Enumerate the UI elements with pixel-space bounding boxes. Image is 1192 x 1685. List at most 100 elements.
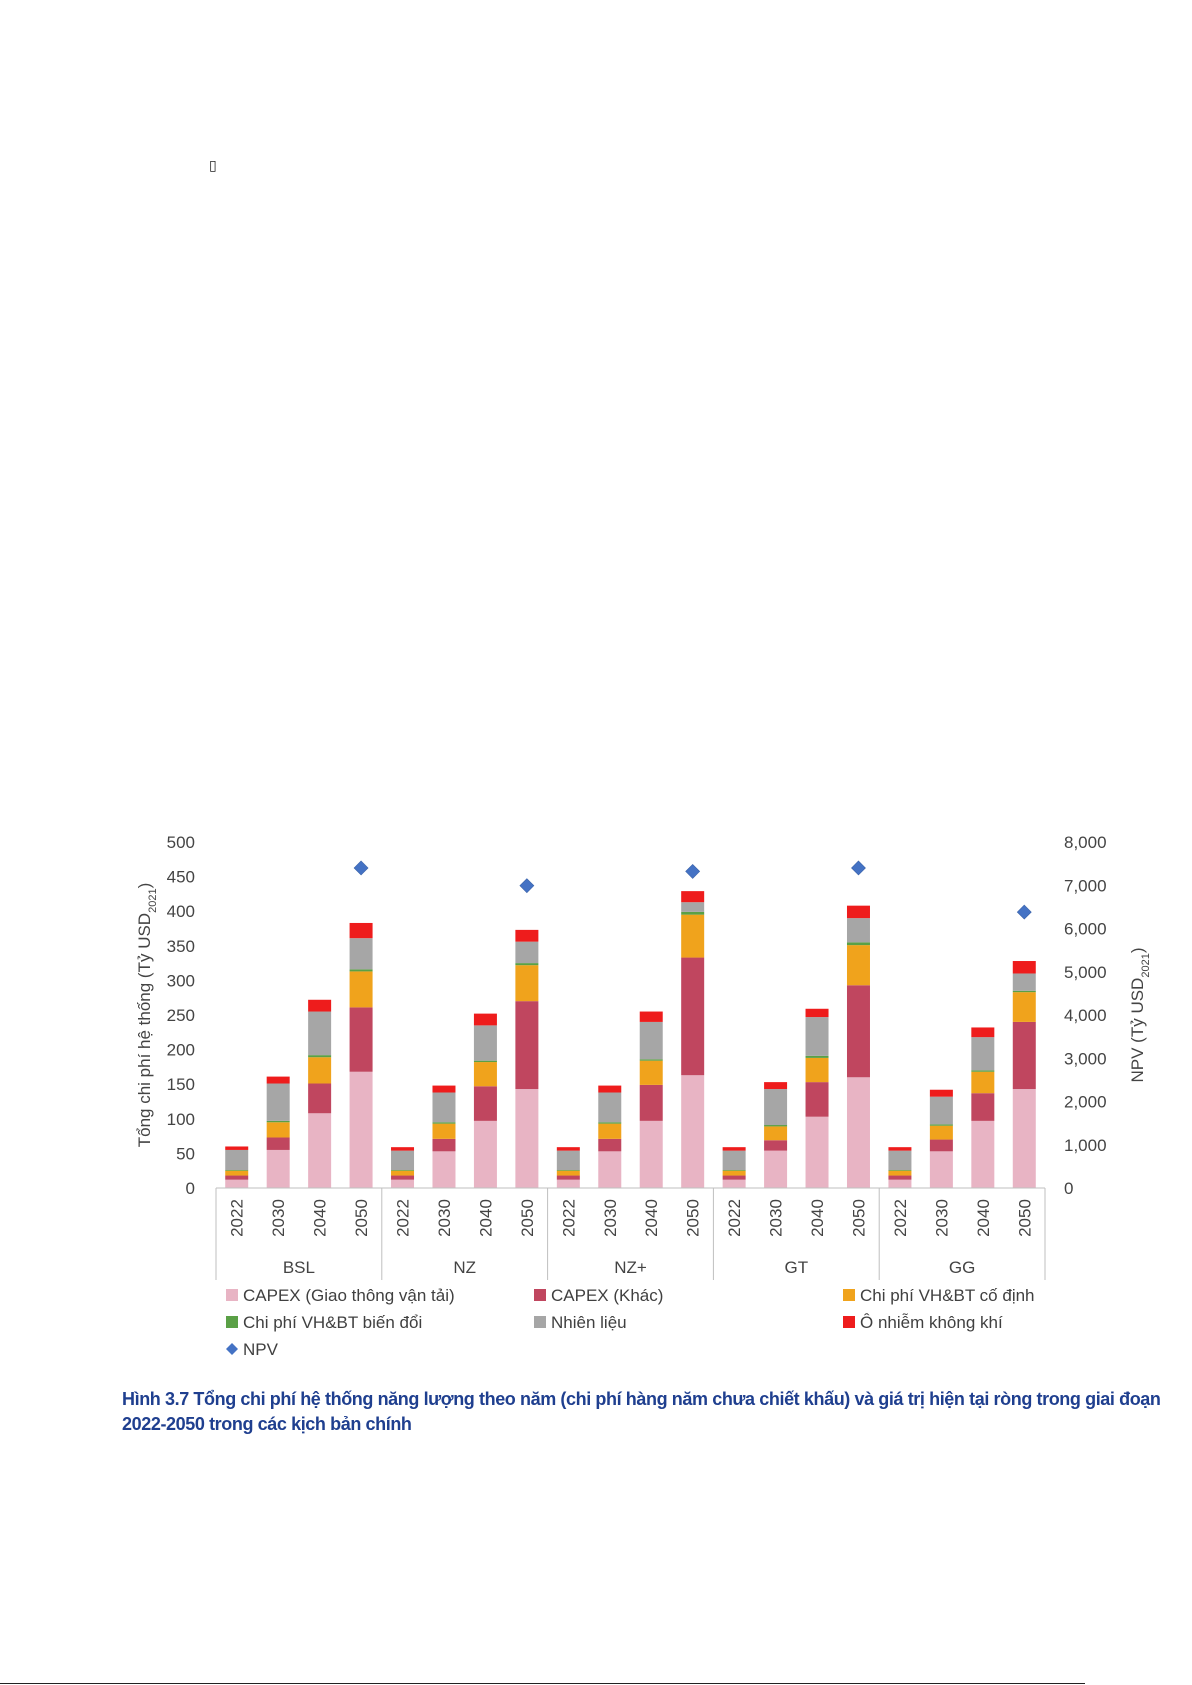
y2-tick-label: 1,000 [1064,1136,1107,1155]
bar-segment [888,1147,912,1151]
npv-point [851,860,866,876]
bar-segment [929,1089,953,1097]
y-tick-label: 50 [176,1144,195,1163]
bar-segment [473,1025,497,1061]
y2-tick-label: 4,000 [1064,1006,1107,1025]
legend-swatch [843,1289,855,1301]
x-tick-label: 2040 [808,1199,827,1237]
bar-segment [846,945,870,986]
bar-segment [805,1055,829,1058]
bar-segment [432,1085,456,1093]
x-tick-label: 2022 [394,1199,413,1237]
bar-segment [556,1170,580,1171]
legend-label: CAPEX (Giao thông vận tải) [243,1286,455,1305]
bar-segment [432,1138,456,1152]
bar-segment [971,1037,995,1071]
bar-segment [639,1084,663,1121]
bar-segment [349,1071,373,1188]
bar-segment [225,1179,249,1188]
y-tick-label: 200 [167,1041,195,1060]
legend-swatch [534,1289,546,1301]
bar-segment [888,1170,912,1171]
bar-segment [556,1179,580,1188]
group-label: NZ+ [614,1258,647,1277]
bar-segment [391,1170,415,1176]
bar-segment [888,1170,912,1176]
x-tick-label: 2022 [228,1199,247,1237]
legend-label-npv: NPV [243,1340,279,1359]
y2-tick-label: 5,000 [1064,963,1107,982]
x-tick-label: 2040 [311,1199,330,1237]
x-tick-label: 2022 [891,1199,910,1237]
bar-segment [391,1175,415,1180]
bar-segment [681,1075,705,1188]
npv-point [519,878,535,894]
legend-swatch [534,1316,546,1328]
y-tick-label: 150 [167,1075,195,1094]
bar-segment [473,1060,497,1063]
x-tick-label: 2040 [476,1199,495,1237]
bar-segment [888,1150,912,1171]
bar-segment [639,1021,663,1060]
bar-segment [515,1001,539,1090]
npv-point [685,863,701,879]
bar-segment [515,941,539,964]
legend-label: Ô nhiễm không khí [860,1313,1003,1332]
bar-segment [639,1059,663,1061]
y-axis-title: Tổng chi phí hệ thống (Tỷ USD2021) [135,883,159,1148]
bar-segment [1012,961,1036,974]
y2-axis-ticks: 0 1,000 2,000 3,000 4,000 5,000 6,000 7,000 8,00… [1064,833,1107,1198]
group-label: GG [949,1258,975,1277]
bar-segment [929,1125,953,1140]
legend-label: Chi phí VH&BT cố định [860,1286,1035,1305]
bar-segment [681,902,705,912]
bar-segment [225,1170,249,1171]
bar-segment [391,1179,415,1188]
legend: CAPEX (Giao thông vận tải) CAPEX (Khác) Ch… [226,1286,1035,1359]
npv-point [1016,904,1032,920]
bar-segment [266,1149,290,1188]
x-tick-label: 2030 [932,1199,951,1237]
bar-segment [432,1123,456,1139]
bar-segment [764,1140,788,1151]
bar-segment [308,1057,332,1084]
bar-segment [764,1150,788,1188]
x-tick-label: 2050 [849,1199,868,1237]
bar-segment [846,905,870,919]
x-tick-label: 2022 [725,1199,744,1237]
bar-segment [432,1151,456,1188]
group-label: BSL [283,1258,315,1277]
bar-segment [681,891,705,903]
x-tick-label: 2050 [684,1199,703,1237]
bar-segment [805,1082,829,1117]
legend-swatch [226,1289,238,1301]
bar-segment [846,985,870,1078]
y-tick-label: 400 [167,902,195,921]
bar-segment [1012,1089,1036,1188]
bar-segment [266,1076,290,1084]
bar-segment [929,1124,953,1126]
category-axis: 2022 2030 2040 2050 BSL 2022 2030 2040 2050 NZ 202… [215,1187,1046,1280]
y-tick-label: 350 [167,937,195,956]
bar-segment [1012,990,1036,993]
bar-segment [846,918,870,943]
bar-segment [473,1062,497,1087]
bar-segment [515,1089,539,1188]
y-tick-label: 250 [167,1006,195,1025]
group-label: GT [784,1258,808,1277]
group-label: NZ [453,1258,476,1277]
legend-swatch-npv [226,1343,238,1355]
bar-segment [805,1057,829,1083]
bar-segment [515,929,539,942]
bar-segment [764,1089,788,1126]
bar-segment [598,1151,622,1188]
x-tick-label: 2040 [974,1199,993,1237]
bar-segment [764,1126,788,1141]
bar-segment [639,1120,663,1188]
bar-segment [556,1147,580,1151]
x-tick-label: 2050 [1015,1199,1034,1237]
npv-point [353,860,369,876]
y2-tick-label: 0 [1064,1179,1073,1198]
placeholder-glyph: ▯ [209,158,217,174]
y2-tick-label: 2,000 [1064,1093,1107,1112]
